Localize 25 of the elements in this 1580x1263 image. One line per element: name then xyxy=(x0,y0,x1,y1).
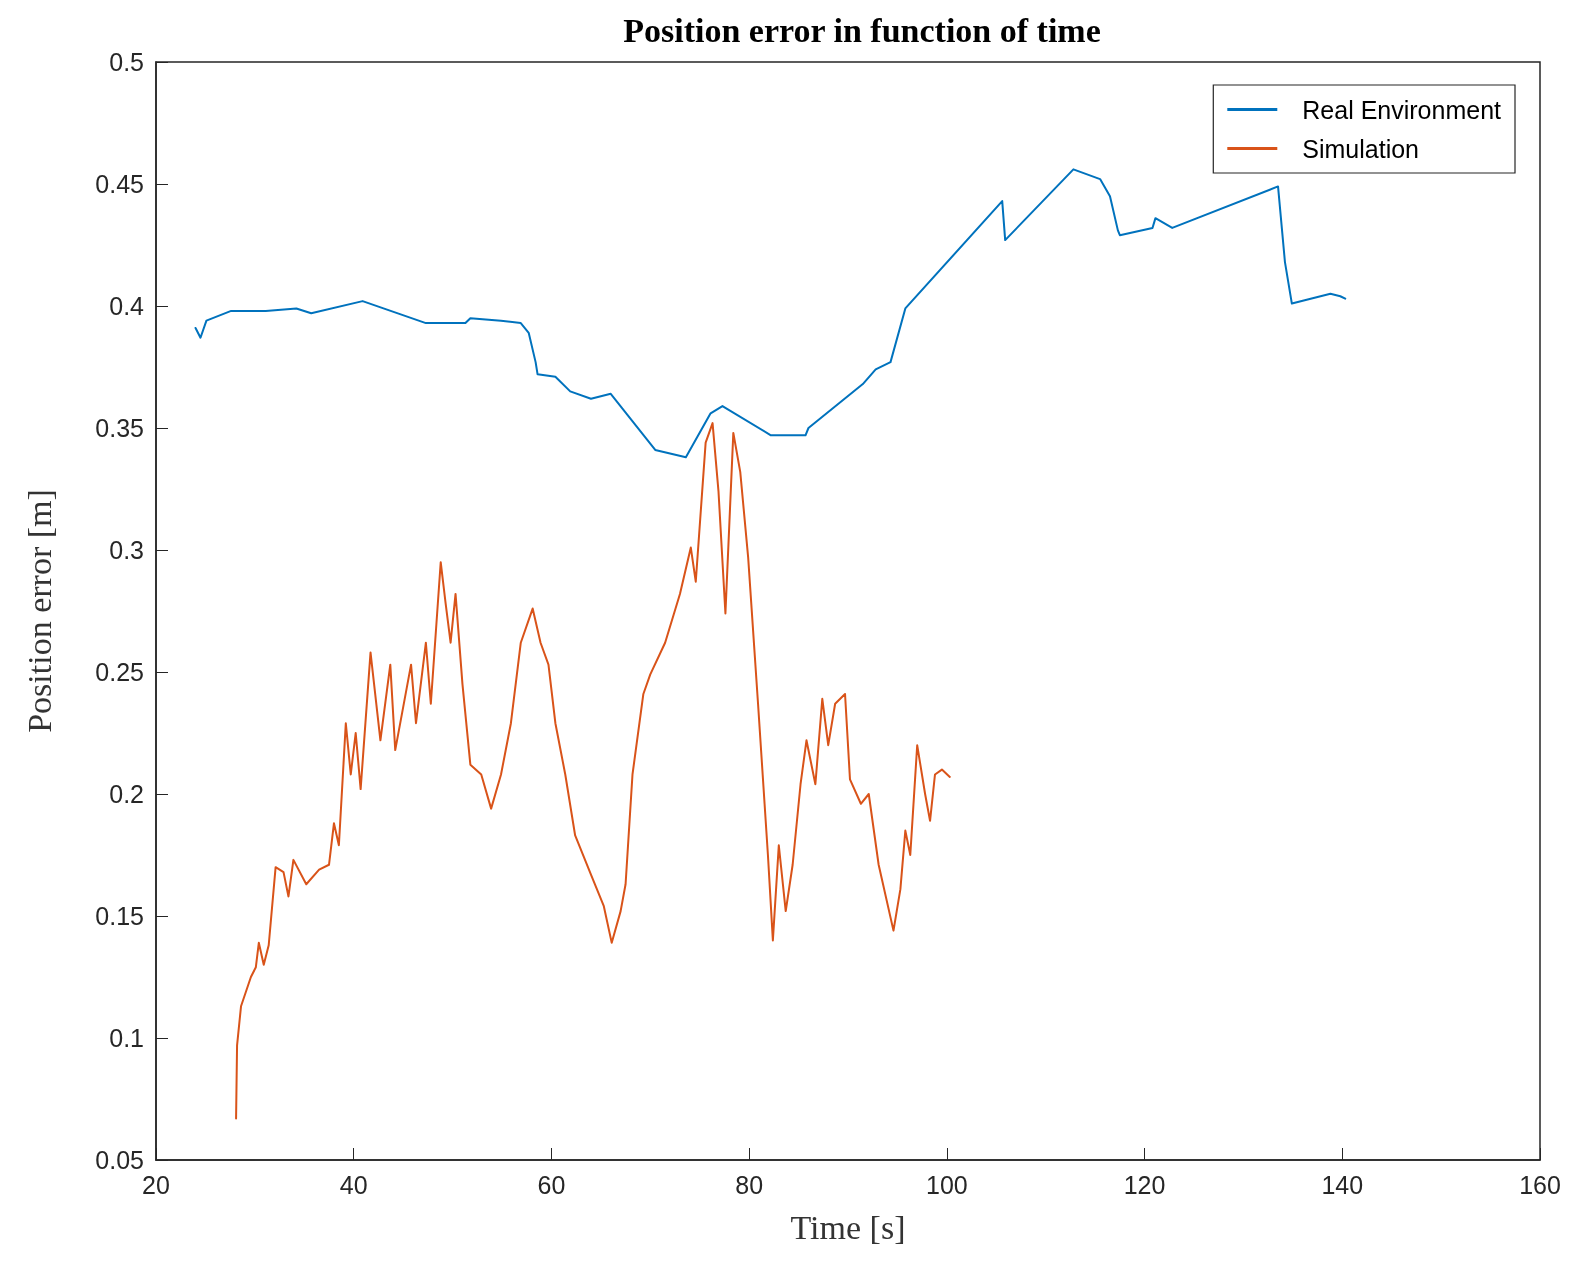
y-tick-label: 0.35 xyxy=(95,414,144,442)
x-tick-label: 140 xyxy=(1321,1170,1364,1199)
y-tick-label: 0.45 xyxy=(95,170,144,198)
y-axis-title: Position error [m] xyxy=(20,489,58,733)
x-tick-label: 120 xyxy=(1123,1170,1166,1199)
x-tick-label: 80 xyxy=(735,1170,764,1199)
x-tick-label: 40 xyxy=(339,1170,368,1199)
y-tick-label: 0.4 xyxy=(109,292,145,320)
line-series xyxy=(194,168,1347,459)
y-tick-label: 0.15 xyxy=(95,902,144,930)
x-tick-label: 60 xyxy=(537,1170,566,1199)
x-tick-label: 20 xyxy=(142,1170,170,1199)
y-tick-label: 0.3 xyxy=(109,536,144,564)
x-tick-label: 160 xyxy=(1519,1170,1561,1199)
y-tick-label: 0.2 xyxy=(109,780,144,808)
legend-label: Real Environment xyxy=(1302,95,1502,124)
chart-title: Position error in function of time xyxy=(623,11,1101,49)
y-tick-label: 0.25 xyxy=(95,658,144,686)
y-tick-label: 0.5 xyxy=(109,48,144,76)
y-tick-label: 0.1 xyxy=(109,1024,144,1052)
y-tick-label: 0.05 xyxy=(95,1146,144,1174)
x-tick-label: 100 xyxy=(926,1170,968,1199)
x-axis-title: Time [s] xyxy=(790,1208,906,1246)
line-series xyxy=(235,422,951,1120)
legend-label: Simulation xyxy=(1302,134,1420,163)
